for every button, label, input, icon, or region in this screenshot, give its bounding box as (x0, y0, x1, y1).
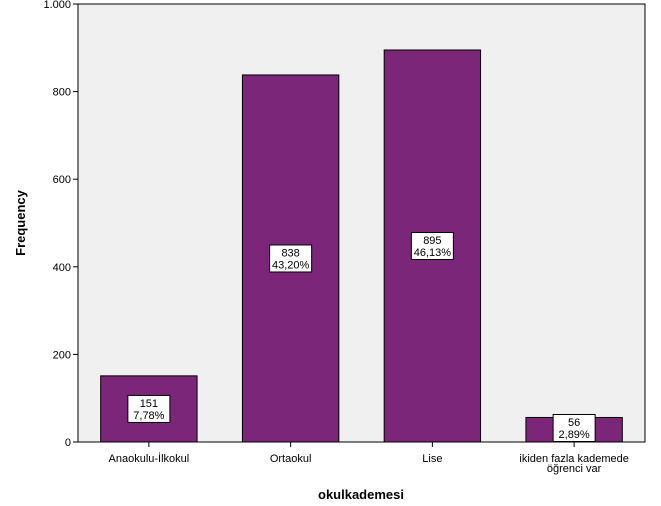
x-axis-title: okulkademesi (318, 487, 404, 502)
data-label-box (269, 244, 313, 273)
y-tick-label: 1.000 (43, 0, 71, 11)
data-label-box (410, 231, 454, 260)
y-tick-label: 0 (65, 437, 71, 449)
data-label-box (127, 394, 171, 423)
x-tick-label: Anaokulu-İlkokul (109, 452, 190, 465)
x-tick-label: öğrenci var (547, 463, 602, 475)
data-label-value: 838 (281, 247, 299, 259)
data-label-value: 895 (423, 235, 441, 247)
y-tick-label: 200 (53, 349, 71, 361)
y-tick-label: 600 (53, 174, 71, 186)
y-axis-title: Frequency (13, 189, 28, 256)
x-tick-label: Ortaokul (270, 453, 312, 465)
plot-area (77, 3, 646, 443)
data-label-value: 151 (140, 398, 158, 410)
data-label-box (552, 414, 596, 442)
data-label-value: 56 (568, 417, 580, 429)
x-axis: Anaokulu-İlkokul Ortaokul Lise ikiden fazla… (109, 442, 629, 475)
x-tick-label: Lise (422, 453, 442, 465)
data-label-percent: 7,78% (133, 410, 164, 422)
data-label-percent: 43,20% (272, 259, 310, 271)
data-label-percent: 46,13% (414, 247, 452, 259)
x-tick-label: ikiden fazla kademede (519, 453, 628, 465)
y-tick-label: 400 (53, 262, 71, 274)
data-label-percent: 2,89% (559, 429, 590, 441)
y-axis: 0 200 400 600 800 1.000 (43, 0, 78, 449)
y-tick-label: 800 (53, 87, 71, 99)
